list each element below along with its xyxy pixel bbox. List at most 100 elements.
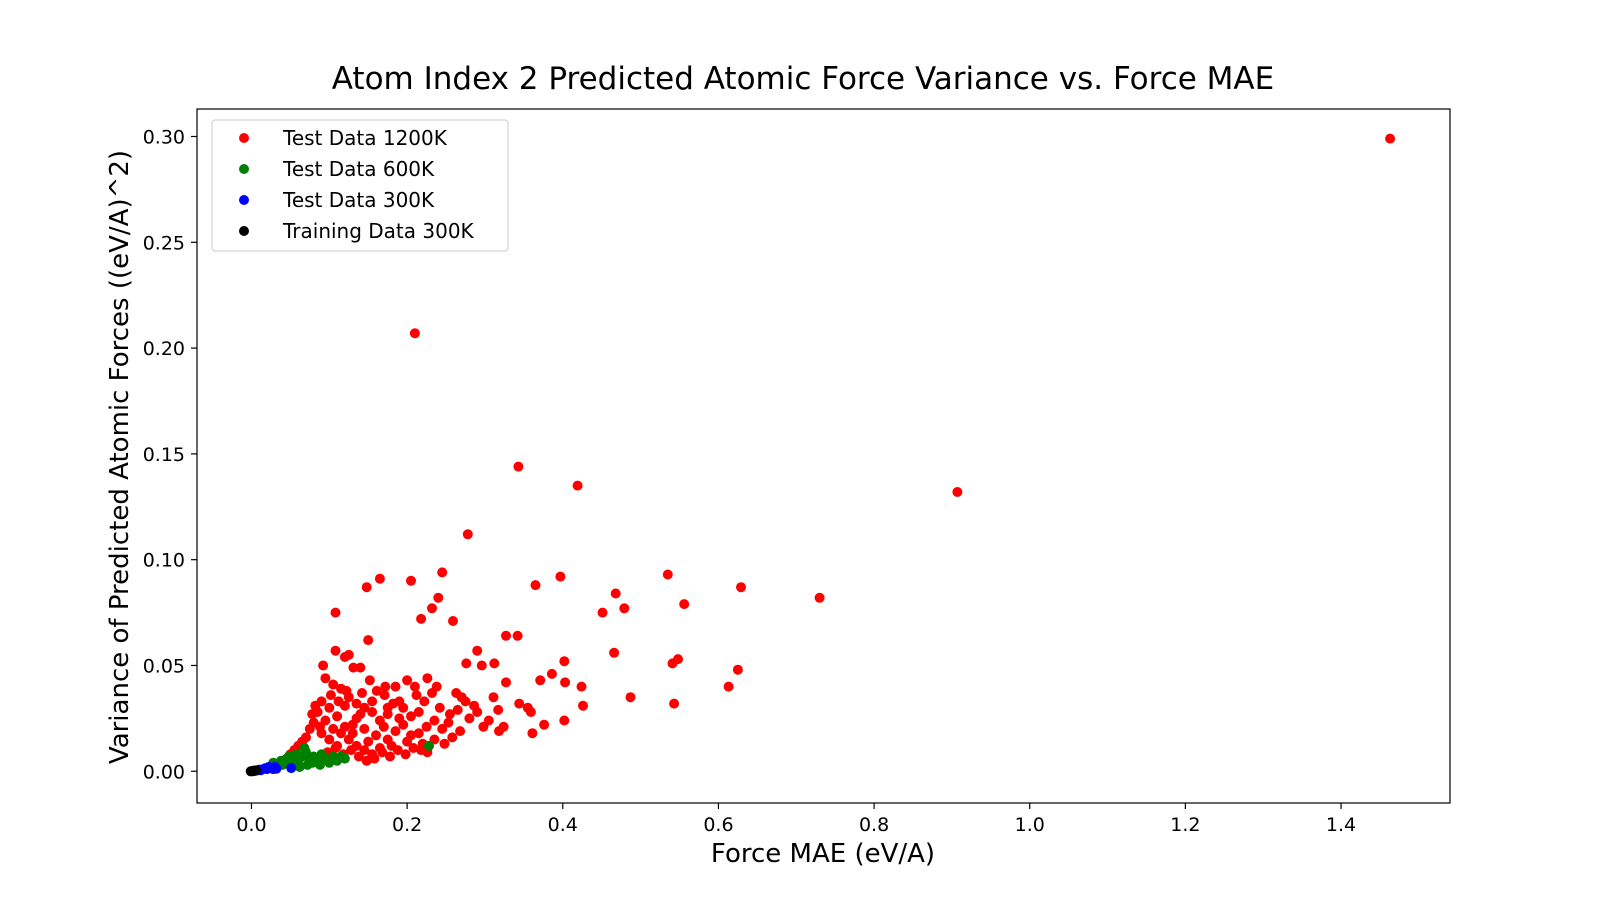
data-point: [522, 702, 533, 713]
data-point: [447, 732, 458, 743]
data-point: [339, 652, 350, 662]
data-point: [346, 745, 357, 756]
data-point: [555, 571, 566, 582]
data-point: [535, 675, 546, 686]
legend-label: Training Data 300K: [282, 219, 475, 243]
data-point: [328, 679, 339, 690]
data-point: [527, 728, 538, 739]
y-tick-label: 0.05: [143, 655, 185, 677]
data-point: [434, 702, 445, 713]
data-point: [353, 751, 364, 762]
data-point: [609, 647, 620, 658]
data-point: [513, 461, 524, 472]
data-point: [361, 755, 372, 766]
data-point: [318, 660, 329, 671]
data-point: [559, 715, 570, 726]
y-tick-label: 0.00: [143, 761, 185, 783]
legend-marker: [239, 133, 249, 143]
data-point: [493, 704, 504, 715]
data-point: [483, 715, 494, 726]
x-tick-label: 0.2: [392, 814, 422, 836]
data-point: [324, 757, 335, 768]
data-point: [669, 698, 680, 709]
legend-box: [211, 119, 509, 252]
data-point: [461, 658, 472, 669]
data-point: [341, 685, 352, 696]
data-point: [363, 736, 374, 747]
data-point: [498, 721, 509, 732]
y-tick-label: 0.15: [143, 444, 185, 466]
data-point: [462, 529, 473, 540]
data-point: [732, 664, 743, 675]
data-point: [530, 580, 541, 591]
y-tick-label: 0.20: [143, 338, 185, 360]
data-point: [347, 728, 358, 739]
data-point: [348, 662, 359, 673]
data-point: [406, 575, 416, 586]
y-tick-label: 0.25: [143, 232, 185, 254]
x-tick-label: 0.0: [236, 814, 266, 836]
data-point: [1385, 133, 1396, 144]
data-point: [385, 751, 395, 762]
data-point: [460, 696, 471, 707]
data-point: [367, 707, 378, 717]
data-point: [413, 728, 424, 739]
data-point: [814, 592, 825, 603]
data-point: [472, 645, 483, 656]
data-point: [400, 749, 411, 760]
data-point: [364, 675, 375, 686]
data-point: [307, 709, 318, 720]
legend: Test Data 1200K Test Data 600K Test Data 3…: [211, 119, 509, 252]
series-3: [245, 765, 262, 777]
data-point: [315, 759, 325, 770]
data-point: [422, 673, 433, 684]
x-tick-label: 1.4: [1326, 814, 1356, 836]
data-point: [371, 730, 381, 741]
data-point: [299, 743, 310, 753]
data-point: [597, 607, 608, 618]
data-point: [333, 696, 344, 707]
data-point: [271, 763, 282, 774]
data-point: [501, 630, 511, 641]
series-0: [277, 133, 1396, 768]
data-point: [369, 753, 380, 764]
data-point: [572, 480, 583, 491]
data-point: [367, 696, 378, 707]
data-point: [390, 726, 401, 737]
data-point: [443, 717, 454, 728]
data-point: [379, 690, 390, 701]
data-point: [406, 730, 416, 741]
data-point: [423, 740, 434, 751]
data-point: [330, 645, 341, 656]
data-point: [667, 658, 678, 669]
data-point: [351, 713, 362, 724]
legend-label: Test Data 600K: [282, 157, 435, 181]
data-point: [328, 723, 339, 734]
data-point: [363, 635, 374, 646]
data-point: [448, 616, 458, 626]
data-point: [330, 607, 341, 618]
data-point: [679, 599, 690, 610]
data-point: [413, 707, 424, 717]
data-point: [332, 755, 343, 766]
legend-label: Test Data 1200K: [282, 126, 448, 150]
data-point: [315, 721, 325, 732]
data-point: [351, 698, 362, 709]
data-point: [429, 715, 440, 726]
data-point: [374, 573, 385, 584]
legend-marker: [239, 195, 249, 205]
data-point: [324, 702, 335, 713]
data-point: [339, 721, 350, 732]
data-point: [330, 743, 341, 753]
data-point: [378, 721, 389, 732]
data-point: [619, 603, 630, 614]
data-point: [421, 721, 432, 732]
data-point: [539, 719, 550, 730]
data-point: [416, 745, 427, 756]
data-point: [359, 723, 370, 734]
x-tick-label: 0.8: [859, 814, 889, 836]
data-point: [286, 763, 297, 774]
data-point: [371, 685, 382, 696]
data-point: [488, 692, 499, 703]
